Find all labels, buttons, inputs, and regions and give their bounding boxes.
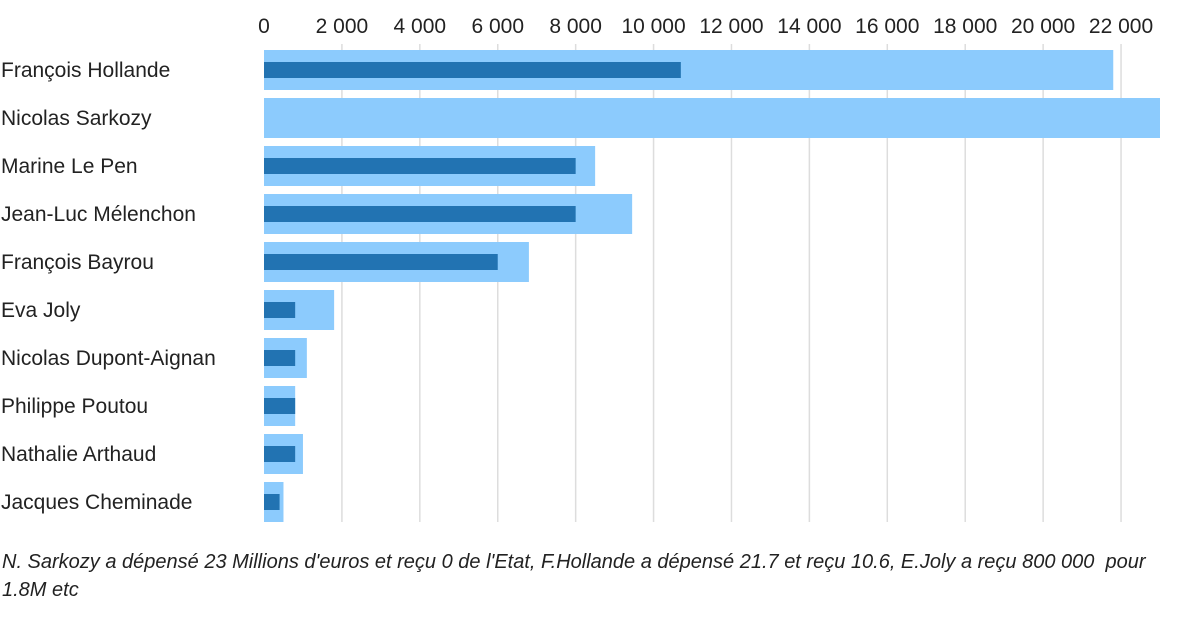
x-tick-label: 20 000	[1011, 15, 1075, 38]
bar-received	[264, 494, 280, 510]
category-label: François Hollande	[1, 59, 170, 82]
x-tick-label: 16 000	[855, 15, 919, 38]
bar-received	[264, 62, 681, 78]
bar-received	[264, 446, 296, 462]
category-label: Jean-Luc Mélenchon	[1, 203, 196, 226]
category-label: Jacques Cheminade	[1, 491, 192, 514]
x-tick-label: 14 000	[777, 15, 841, 38]
bar-spent	[264, 98, 1160, 138]
x-tick-label: 0	[258, 15, 270, 38]
category-label: Marine Le Pen	[1, 155, 138, 178]
x-tick-label: 2 000	[316, 15, 369, 38]
chart-caption: N. Sarkozy a dépensé 23 Millions d'euros…	[2, 551, 1152, 601]
x-tick-label: 12 000	[699, 15, 763, 38]
bar-received	[264, 302, 296, 318]
bar-received	[264, 206, 576, 222]
category-label: Nicolas Dupont-Aignan	[1, 347, 216, 370]
category-label: Philippe Poutou	[1, 395, 148, 418]
x-tick-label: 4 000	[394, 15, 447, 38]
category-label: Eva Joly	[1, 299, 81, 322]
bar-received	[264, 350, 296, 366]
x-tick-label: 8 000	[549, 15, 602, 38]
x-tick-label: 6 000	[471, 15, 524, 38]
category-label: François Bayrou	[1, 251, 154, 274]
bar-received	[264, 158, 576, 174]
x-tick-label: 18 000	[933, 15, 997, 38]
x-tick-label: 22 000	[1089, 15, 1153, 38]
bar-chart: 0 2 000 4 000 6 000 8 000 10 000 12 000 14 000 1…	[1, 15, 1160, 522]
x-tick-label: 10 000	[621, 15, 685, 38]
bar-received	[264, 254, 498, 270]
category-label: Nicolas Sarkozy	[1, 107, 152, 130]
category-label: Nathalie Arthaud	[1, 443, 156, 466]
bar-received	[264, 398, 296, 414]
